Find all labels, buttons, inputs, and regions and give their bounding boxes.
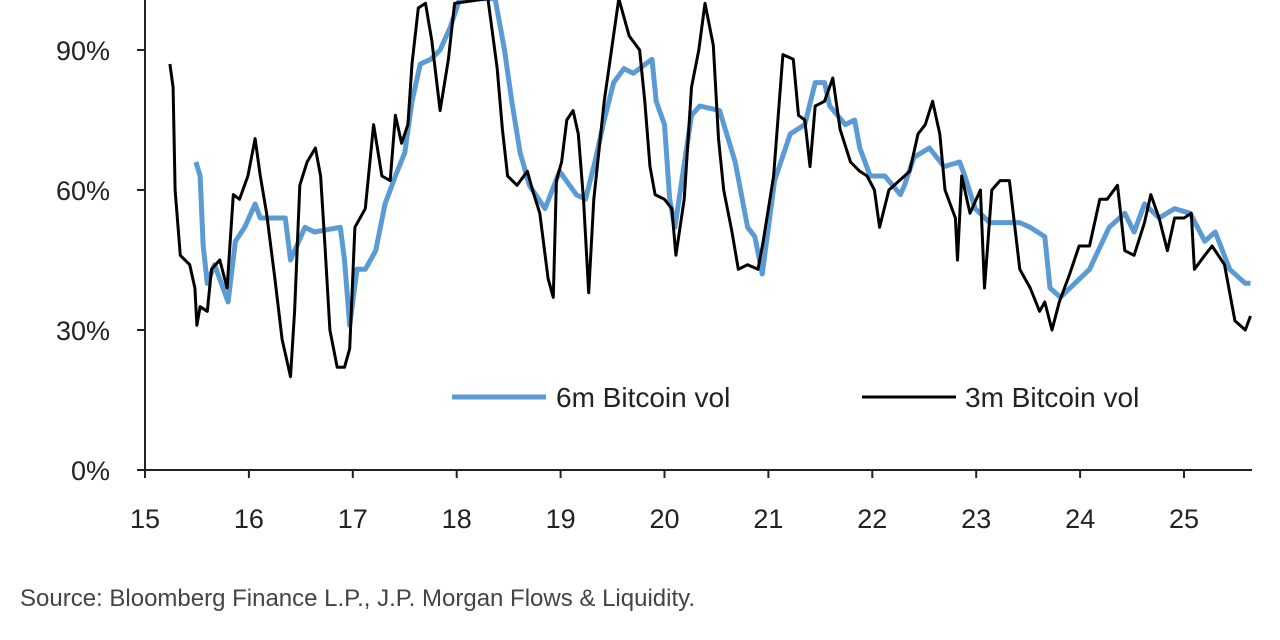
x-tick-label: 20	[649, 504, 679, 534]
series-line-6m	[193, 0, 1251, 328]
x-tick-label: 24	[1065, 504, 1095, 534]
y-tick-label: 90%	[56, 36, 110, 66]
y-tick-label: 0%	[71, 456, 110, 486]
x-tick-label: 23	[961, 504, 991, 534]
y-tick-label: 60%	[56, 176, 110, 206]
x-tick-label: 25	[1169, 504, 1199, 534]
legend-label-3m: 3m Bitcoin vol	[965, 382, 1139, 413]
x-tick-label: 19	[546, 504, 576, 534]
legend: 6m Bitcoin vol 3m Bitcoin vol	[452, 382, 1139, 413]
x-tick-label: 15	[130, 504, 160, 534]
x-tick-label: 17	[338, 504, 368, 534]
x-tick-label: 21	[753, 504, 783, 534]
y-tick-label: 30%	[56, 316, 110, 346]
ticks-layer: 15 16 17 18 19 20 21 22 23 24 25 0% 30% 60% 90%	[56, 36, 1199, 534]
x-tick-label: 16	[234, 504, 264, 534]
legend-label-6m: 6m Bitcoin vol	[556, 382, 730, 413]
x-tick-label: 22	[857, 504, 887, 534]
x-tick-label: 18	[442, 504, 472, 534]
source-note: Source: Bloomberg Finance L.P., J.P. Mor…	[20, 585, 695, 612]
series-line-3m	[168, 0, 1252, 379]
series-layer	[168, 0, 1252, 379]
